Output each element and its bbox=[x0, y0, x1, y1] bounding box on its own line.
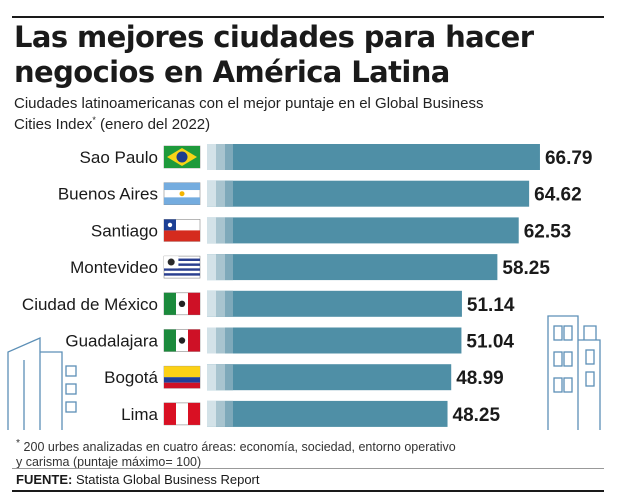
footnote-line-1: * 200 urbes analizadas en cuatro áreas: … bbox=[16, 436, 606, 455]
category-label: Sao Paulo bbox=[80, 148, 158, 167]
top-rule bbox=[12, 16, 604, 18]
subtitle-line-2: Cities Index* (enero del 2022) bbox=[14, 112, 604, 133]
title-line-1: Las mejores ciudades para hacer bbox=[14, 20, 534, 54]
chile-flag-icon bbox=[163, 219, 201, 242]
bar-row: Guadalajara 51.04 bbox=[65, 327, 514, 354]
subtitle-date: (enero del 2022) bbox=[95, 116, 211, 133]
bar-row: Lima 48.25 bbox=[121, 400, 501, 427]
bar-row: Bogotá 48.99 bbox=[104, 364, 504, 391]
argentina-flag-icon bbox=[163, 182, 201, 205]
title-line-2: negocios en América Latina bbox=[14, 55, 450, 89]
category-label: Guadalajara bbox=[65, 332, 158, 351]
bottom-rule bbox=[12, 490, 604, 492]
category-label: Buenos Aires bbox=[58, 185, 158, 204]
source: FUENTE: Statista Global Business Report bbox=[16, 472, 260, 488]
category-label: Bogotá bbox=[104, 368, 158, 387]
peru-flag-icon bbox=[163, 402, 201, 426]
footnote-mark: * bbox=[16, 438, 21, 449]
bar-row: Montevideo 58.25 bbox=[70, 254, 550, 281]
brazil-flag-icon bbox=[163, 145, 201, 169]
footnote: * 200 urbes analizadas en cuatro áreas: … bbox=[16, 436, 606, 470]
value-label: 51.14 bbox=[467, 295, 515, 316]
category-label: Montevideo bbox=[70, 258, 158, 277]
value-label: 48.25 bbox=[453, 405, 501, 426]
source-label: FUENTE: bbox=[16, 472, 73, 487]
source-text: Statista Global Business Report bbox=[72, 472, 260, 487]
bar-row: Santiago 62.53 bbox=[91, 217, 572, 244]
mexico-flag-icon bbox=[163, 292, 201, 316]
value-label: 48.99 bbox=[456, 368, 504, 389]
bar-row: Sao Paulo 66.79 bbox=[80, 144, 593, 170]
bar-row: Buenos Aires 64.62 bbox=[58, 180, 582, 207]
category-label: Ciudad de México bbox=[22, 295, 158, 314]
bar bbox=[207, 400, 448, 427]
category-label: Lima bbox=[121, 405, 158, 424]
bar bbox=[207, 290, 462, 317]
subtitle-footnote-mark: * bbox=[92, 115, 96, 125]
source-rule bbox=[12, 468, 604, 469]
value-label: 58.25 bbox=[502, 258, 550, 279]
subtitle-index-name: Cities Index bbox=[14, 116, 93, 133]
chart-title: Las mejores ciudades para hacer negocios… bbox=[14, 20, 604, 90]
bar bbox=[207, 327, 462, 354]
value-label: 66.79 bbox=[545, 148, 593, 169]
bar bbox=[207, 254, 498, 281]
value-label: 64.62 bbox=[534, 185, 582, 206]
category-label: Santiago bbox=[91, 221, 158, 240]
building-right-illustration bbox=[547, 315, 601, 430]
bars: Sao Paulo 66.79 Buenos Aires 64.62 Santiago 6… bbox=[22, 144, 593, 427]
chart-subtitle: Ciudades latinoamericanas con el mejor p… bbox=[14, 95, 604, 133]
colombia-flag-icon bbox=[163, 365, 201, 389]
bar bbox=[207, 364, 452, 391]
mexico-flag-icon bbox=[163, 329, 201, 352]
building-left-illustration bbox=[7, 337, 77, 430]
bar bbox=[207, 144, 540, 170]
bar-row: Ciudad de México 51.14 bbox=[22, 290, 515, 317]
bar bbox=[207, 180, 530, 207]
uruguay-flag-icon bbox=[163, 255, 201, 279]
value-label: 62.53 bbox=[524, 221, 572, 242]
footnote-text-1: 200 urbes analizadas en cuatro áreas: ec… bbox=[20, 440, 456, 455]
footnote-line-2: y carisma (puntaje máximo= 100) bbox=[16, 455, 202, 470]
subtitle-line-1: Ciudades latinoamericanas con el mejor p… bbox=[14, 95, 484, 112]
value-label: 51.04 bbox=[466, 332, 514, 353]
bar bbox=[207, 217, 519, 244]
